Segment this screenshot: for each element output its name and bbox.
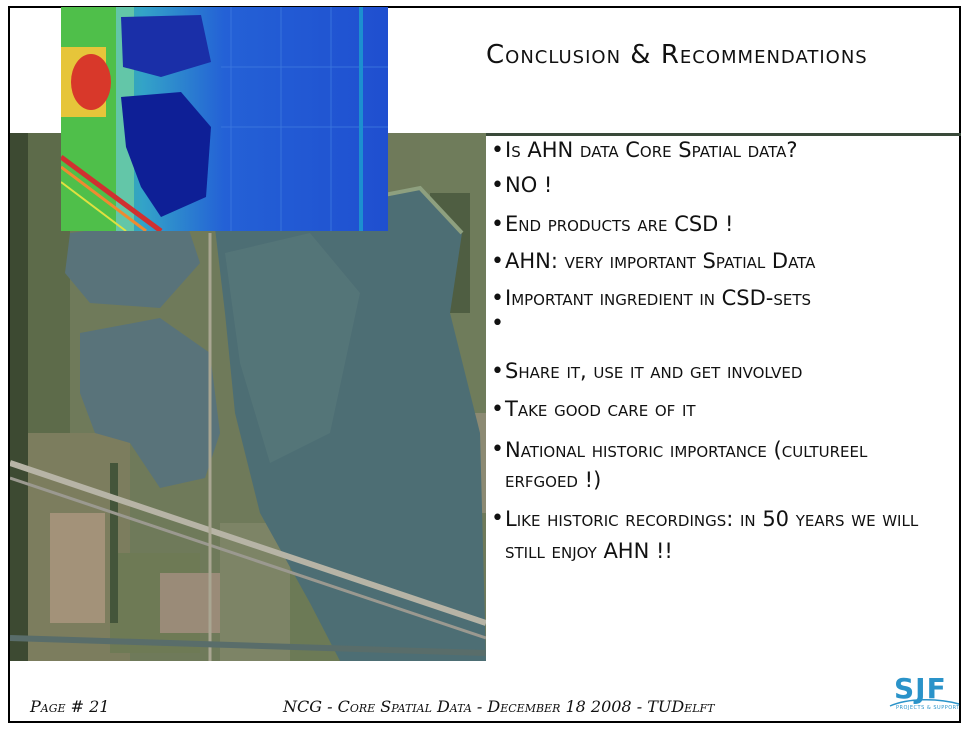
bullet-item: Is AHN data Core Spatial data?: [491, 138, 959, 163]
elevation-map-graphic: [61, 7, 388, 231]
bullet-item: Share it, use it and get involved: [491, 359, 959, 384]
bullet-item: Like historic recordings: in 50 years we…: [491, 503, 955, 567]
sjf-logo: SJF PROJECTS & SUPPORT: [888, 672, 961, 720]
bullet-item: Take good care of it: [491, 397, 959, 422]
bullet-list: Is AHN data Core Spatial data? NO ! End …: [491, 138, 959, 567]
logo-swoosh-icon: [889, 698, 960, 707]
bullet-item: National historic importance (cultureel …: [491, 435, 935, 495]
slide-title: Conclusion & Recommendations: [486, 40, 868, 70]
logo-tagline: PROJECTS & SUPPORT: [896, 705, 960, 711]
bullet-item: End products are CSD !: [491, 212, 959, 237]
aerial-photo-strip: [486, 133, 961, 136]
footer-page-number: Page # 21: [30, 697, 110, 716]
bullet-item: NO !: [491, 173, 959, 198]
elevation-map: [61, 7, 388, 231]
bullet-item: Important ingredient in CSD-sets: [491, 286, 935, 311]
bullet-item: AHN: very important Spatial Data: [491, 249, 959, 274]
footer-event: NCG - Core Spatial Data - December 18 20…: [283, 697, 715, 716]
bullet-spacer: [491, 311, 959, 359]
